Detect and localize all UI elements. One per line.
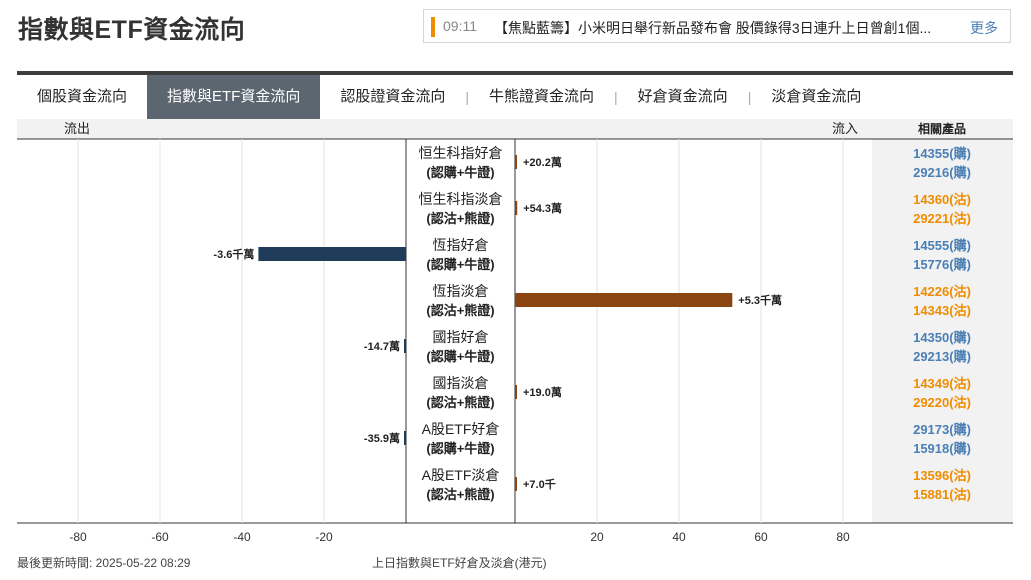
related-product-link[interactable]: 14226(沽)	[913, 284, 971, 299]
header-products-label: 相關產品	[918, 121, 966, 136]
category-sub: (認沽+熊證)	[426, 303, 494, 318]
related-product-link[interactable]: 29221(沽)	[913, 211, 971, 226]
x-tick-label: -40	[233, 530, 251, 544]
tab-3[interactable]: 牛熊證資金流向	[489, 88, 595, 105]
category-sub: (認購+牛證)	[426, 441, 494, 456]
category-sub: (認購+牛證)	[426, 257, 494, 272]
page-title: 指數與ETF資金流向	[18, 16, 246, 44]
x-tick-label: 60	[754, 530, 768, 544]
chart-header-band	[17, 119, 1013, 139]
bar-value-label: +19.0萬	[523, 385, 562, 399]
x-tick-label: -80	[69, 530, 87, 544]
tab-separator: |	[465, 89, 470, 105]
x-tick-label: 40	[672, 530, 686, 544]
related-product-link[interactable]: 13596(沽)	[913, 468, 971, 483]
tab-bar-top-rule	[17, 71, 1013, 75]
related-product-link[interactable]: 15881(沽)	[913, 487, 971, 502]
related-product-link[interactable]: 14349(沽)	[913, 376, 971, 391]
news-ticker[interactable]: 09:11 【焦點藍籌】小米明日舉行新品發布會 股價錄得3日連升上日曾創1個..…	[423, 9, 1011, 43]
tab-2[interactable]: 認股證資金流向	[340, 88, 446, 105]
category-name: A股ETF淡倉	[422, 467, 500, 483]
category-label-column	[405, 138, 516, 524]
header-outflow-label: 流出	[64, 121, 90, 136]
category-name: 恒生科指好倉	[419, 145, 503, 161]
category-name: 恆指淡倉	[433, 283, 489, 299]
related-product-link[interactable]: 14350(購)	[913, 330, 971, 345]
category-sub: (認沽+熊證)	[426, 487, 494, 502]
category-sub: (認購+牛證)	[426, 165, 494, 180]
category-name: 恆指好倉	[433, 237, 489, 253]
bar-positive	[515, 155, 517, 169]
bar-value-label: -35.9萬	[364, 431, 400, 445]
related-product-link[interactable]: 14555(購)	[913, 238, 971, 253]
related-product-link[interactable]: 29213(購)	[913, 349, 971, 364]
category-name: 國指淡倉	[433, 375, 489, 391]
bar-negative	[404, 431, 406, 445]
bar-value-label: +54.3萬	[523, 201, 562, 215]
ticker-more-link[interactable]: 更多	[970, 20, 998, 36]
x-tick-label: 80	[836, 530, 850, 544]
tab-1[interactable]: 指數與ETF資金流向	[147, 75, 321, 119]
category-sub: (認購+牛證)	[426, 349, 494, 364]
related-product-link[interactable]: 29216(購)	[913, 165, 971, 180]
tab-separator: |	[747, 89, 752, 105]
ticker-headline-link[interactable]: 【焦點藍籌】小米明日舉行新品發布會 股價錄得3日連升上日曾創1個...	[494, 20, 932, 36]
ticker-time: 09:11	[443, 18, 477, 34]
bar-positive	[515, 477, 517, 491]
category-name: 恒生科指淡倉	[419, 191, 503, 207]
x-tick-label: -20	[315, 530, 333, 544]
header-inflow-label: 流入	[832, 121, 858, 136]
related-product-link[interactable]: 14343(沽)	[913, 303, 971, 318]
last-updated: 最後更新時間: 2025-05-22 08:29	[17, 556, 191, 570]
bar-value-label: +5.3千萬	[738, 293, 782, 307]
fund-flow-chart: 流出 流入 相關產品 -80 -60 -40 -20 20 40 60 80 恒生科指好倉 (認購+牛證…	[17, 119, 1013, 544]
tab-5[interactable]: 淡倉資金流向	[771, 88, 862, 105]
bar-positive	[515, 385, 517, 399]
ticker-accent-bar	[431, 17, 435, 37]
related-product-link[interactable]: 14360(沽)	[913, 192, 971, 207]
category-sub: (認沽+熊證)	[426, 395, 494, 410]
related-product-link[interactable]: 29173(購)	[913, 422, 971, 437]
tab-separator: |	[614, 89, 618, 105]
related-product-link[interactable]: 15776(購)	[913, 257, 971, 272]
tab-bar: 個股資金流向 指數與ETF資金流向 認股證資金流向 | 牛熊證資金流向 | 好倉資金流向 | 淡…	[17, 75, 1013, 119]
bar-value-label: -3.6千萬	[213, 247, 254, 261]
related-product-link[interactable]: 29220(沽)	[913, 395, 971, 410]
bar-positive	[515, 293, 733, 307]
category-sub: (認沽+熊證)	[426, 211, 494, 226]
x-tick-label: -60	[151, 530, 169, 544]
tab-4[interactable]: 好倉資金流向	[637, 88, 728, 105]
category-name: A股ETF好倉	[422, 421, 500, 437]
category-name: 國指好倉	[433, 329, 489, 345]
related-product-link[interactable]: 15918(購)	[913, 441, 971, 456]
chart-caption: 上日指數與ETF好倉及淡倉(港元)	[372, 556, 547, 570]
bar-positive	[515, 201, 518, 215]
x-tick-label: 20	[590, 530, 604, 544]
tab-0[interactable]: 個股資金流向	[37, 88, 128, 105]
bar-negative	[258, 247, 406, 261]
bar-negative	[404, 339, 406, 353]
related-product-link[interactable]: 14355(購)	[913, 146, 971, 161]
bar-value-label: +20.2萬	[523, 155, 562, 169]
bar-value-label: +7.0千	[523, 477, 556, 491]
bar-value-label: -14.7萬	[364, 339, 400, 353]
products-column-bg	[872, 139, 1013, 523]
